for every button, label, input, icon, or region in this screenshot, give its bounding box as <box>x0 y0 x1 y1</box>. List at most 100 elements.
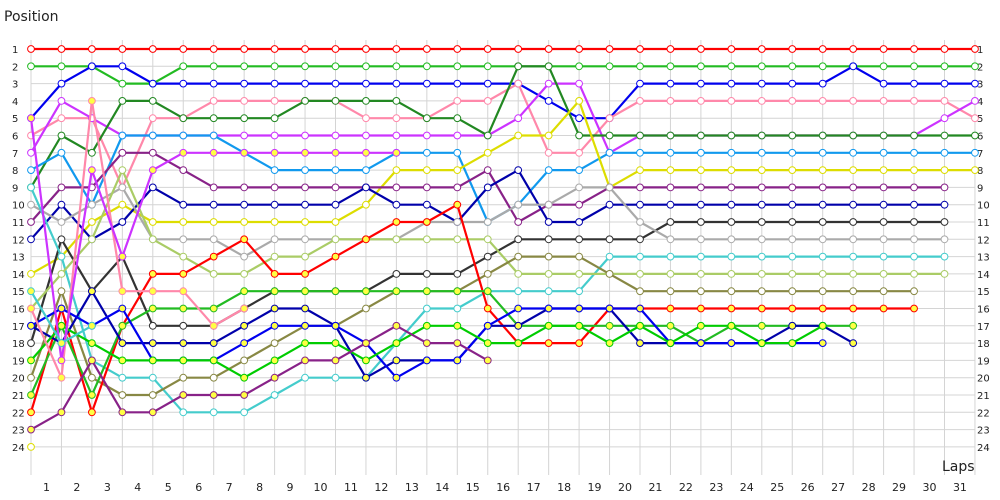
data-point <box>301 373 309 382</box>
data-point <box>392 79 401 88</box>
y-tick-label-right: 17 <box>977 322 990 333</box>
y-tick-label-right: 8 <box>977 166 983 177</box>
data-point <box>727 304 736 313</box>
data-point <box>148 79 157 88</box>
x-tick-label: 3 <box>104 481 111 494</box>
x-tick-label: 20 <box>618 481 632 494</box>
data-point <box>514 166 523 175</box>
data-point <box>422 166 431 175</box>
data-point <box>209 218 218 226</box>
data-point <box>301 304 309 313</box>
data-point <box>27 408 35 417</box>
data-point <box>910 79 918 88</box>
data-point <box>118 252 127 261</box>
data-point <box>575 148 583 157</box>
data-point <box>879 200 888 209</box>
data-point <box>575 131 583 140</box>
data-point <box>118 166 127 175</box>
y-tick-label-right: 1 <box>977 45 983 56</box>
data-point <box>849 304 858 313</box>
x-tick-label: 16 <box>496 481 510 494</box>
data-point <box>697 200 705 209</box>
data-point <box>727 183 736 192</box>
data-point <box>697 218 705 226</box>
data-point <box>575 304 583 313</box>
data-point <box>544 148 553 157</box>
data-point <box>788 148 797 157</box>
data-point <box>209 131 218 140</box>
data-point <box>514 114 523 123</box>
data-point <box>544 304 553 313</box>
data-point <box>818 79 827 88</box>
data-point <box>270 304 279 313</box>
x-tick-label: 23 <box>709 481 723 494</box>
data-point <box>240 148 249 157</box>
data-point <box>636 79 644 88</box>
data-point <box>636 62 644 71</box>
data-point <box>301 79 309 88</box>
data-point <box>666 270 675 278</box>
data-point <box>301 166 309 175</box>
data-point <box>422 131 431 140</box>
series-line <box>30 290 854 379</box>
y-tick-label-left: 7 <box>12 149 18 160</box>
data-point <box>910 270 918 278</box>
data-point <box>331 131 340 140</box>
data-point <box>788 183 797 192</box>
data-point <box>879 270 888 278</box>
data-point <box>818 97 827 105</box>
x-tick-label: 18 <box>557 481 571 494</box>
x-tick-label: 22 <box>679 481 693 494</box>
data-point <box>118 62 127 71</box>
data-point <box>757 183 766 192</box>
data-point <box>697 252 705 261</box>
data-point <box>331 166 340 175</box>
data-point <box>331 218 340 226</box>
x-tick-label: 4 <box>134 481 141 494</box>
data-point <box>148 148 157 157</box>
y-tick-label-right: 11 <box>977 218 990 229</box>
data-point <box>57 148 66 157</box>
data-point <box>818 270 827 278</box>
data-point <box>788 304 797 313</box>
data-point <box>179 79 188 88</box>
data-point <box>179 200 188 209</box>
data-point <box>605 148 614 157</box>
data-point <box>57 218 66 226</box>
data-point <box>270 356 279 365</box>
data-point <box>179 356 188 365</box>
data-point <box>148 373 157 382</box>
data-point <box>240 391 249 399</box>
data-point <box>57 287 66 296</box>
data-point <box>240 287 249 296</box>
data-point <box>483 304 492 313</box>
x-tick-label: 17 <box>527 481 541 494</box>
data-point <box>575 235 583 244</box>
data-point <box>605 304 614 313</box>
y-tick-label-left: 17 <box>12 322 25 333</box>
data-point <box>697 166 705 175</box>
data-point <box>240 62 249 71</box>
data-point <box>910 45 918 53</box>
data-point <box>818 252 827 261</box>
data-point <box>209 252 218 261</box>
data-point <box>27 148 35 157</box>
data-point <box>910 304 918 313</box>
data-point <box>697 339 705 348</box>
data-point <box>392 356 401 365</box>
data-point <box>57 408 66 417</box>
data-point <box>331 148 340 157</box>
data-point <box>148 391 157 399</box>
data-point <box>362 79 370 88</box>
data-point <box>27 166 35 175</box>
data-point <box>757 166 766 175</box>
data-point <box>301 45 309 53</box>
data-point <box>727 235 736 244</box>
data-point <box>118 200 127 209</box>
data-point <box>544 287 553 296</box>
data-point <box>879 148 888 157</box>
data-point <box>27 270 35 278</box>
data-point <box>727 270 736 278</box>
